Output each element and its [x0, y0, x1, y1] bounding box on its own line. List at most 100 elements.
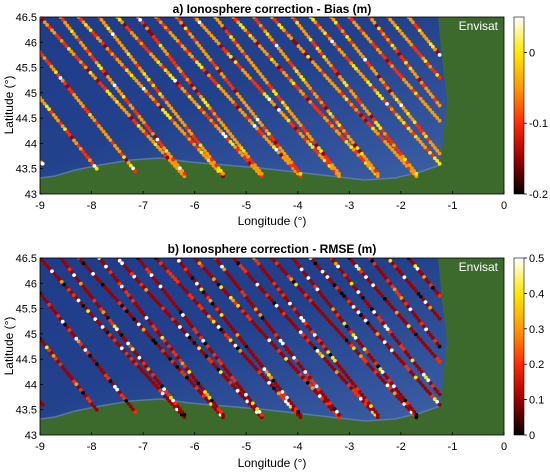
track-point [158, 43, 163, 48]
track-point [106, 267, 111, 272]
track-point [344, 338, 349, 343]
track-point [397, 52, 401, 56]
track-point [269, 57, 274, 62]
track-point [164, 390, 169, 394]
track-point [352, 20, 356, 25]
track-point [131, 118, 136, 123]
track-point [435, 400, 440, 404]
track-point [155, 137, 160, 142]
track-point [313, 105, 317, 110]
track-point [49, 351, 54, 355]
track-point [185, 333, 190, 337]
track-point [433, 70, 437, 75]
track-point [47, 348, 51, 353]
track-point [381, 321, 386, 326]
track-point [237, 335, 242, 340]
track-point [273, 381, 278, 386]
track-point [137, 280, 141, 284]
colorbar-tick-label: 0.5 [529, 253, 544, 265]
track-point [413, 375, 418, 380]
track-point [303, 293, 308, 298]
track-point [388, 145, 392, 150]
track-point [90, 161, 95, 166]
track-point [383, 132, 387, 136]
track-point [393, 23, 397, 28]
track-point [171, 157, 176, 162]
track-point [311, 281, 315, 286]
track-point [354, 46, 358, 51]
track-point [303, 321, 308, 326]
track-point [416, 292, 421, 296]
track-point [349, 386, 354, 390]
track-point [317, 338, 322, 343]
track-point [392, 66, 397, 71]
track-point [132, 33, 137, 38]
track-point [76, 339, 81, 344]
track-point [117, 343, 122, 348]
track-point [408, 258, 413, 263]
track-point [226, 293, 231, 298]
track-point [88, 399, 92, 404]
track-point [288, 301, 292, 306]
track-point [230, 134, 235, 139]
track-point [185, 290, 190, 295]
track-point [217, 117, 221, 122]
track-point [94, 121, 99, 125]
track-point [327, 163, 332, 168]
track-point [277, 349, 281, 353]
track-point [334, 410, 339, 414]
track-point [320, 155, 325, 160]
track-point [207, 314, 211, 319]
track-point [351, 284, 356, 289]
colorbar-ticks: 0-0.1-0.2 [524, 47, 548, 201]
track-point [190, 54, 195, 59]
track-point [141, 327, 146, 332]
track-point [212, 112, 217, 116]
track-point [110, 293, 115, 298]
track-point [389, 140, 394, 145]
track-point [144, 288, 149, 292]
track-point [85, 396, 90, 401]
track-point [195, 60, 199, 64]
track-point [238, 349, 243, 353]
track-point [294, 117, 299, 122]
track-point [76, 57, 81, 62]
track-point [274, 62, 279, 67]
track-point [294, 310, 299, 315]
colorbar-tick-label: -0.1 [529, 118, 548, 130]
track-point [206, 116, 211, 120]
track-point [308, 341, 313, 345]
track-point [437, 392, 442, 397]
track-point [138, 18, 143, 22]
track-point [399, 296, 404, 300]
track-point [424, 134, 428, 139]
track-point [44, 300, 49, 304]
track-point [202, 25, 207, 30]
track-point [370, 326, 375, 331]
track-point [260, 316, 265, 320]
track-point [40, 258, 45, 263]
track-point [211, 319, 216, 324]
track-point [246, 395, 251, 400]
track-point [378, 334, 382, 339]
track-point [161, 23, 166, 27]
track-point [435, 159, 440, 163]
track-point [298, 131, 303, 136]
track-point [324, 347, 328, 352]
track-point [294, 282, 298, 287]
colorbar-tick-label: 0.1 [529, 395, 544, 407]
track-point [399, 359, 404, 364]
track-point [81, 390, 85, 395]
track-point [187, 137, 192, 142]
track-point [296, 361, 301, 366]
track-point [267, 295, 272, 300]
track-point [192, 298, 197, 303]
track-point [63, 322, 67, 327]
track-point [223, 333, 228, 337]
track-point [151, 380, 156, 385]
track-point [141, 86, 146, 91]
track-point [135, 353, 140, 357]
track-point [208, 106, 212, 111]
track-point [401, 154, 405, 159]
track-point [81, 20, 86, 25]
